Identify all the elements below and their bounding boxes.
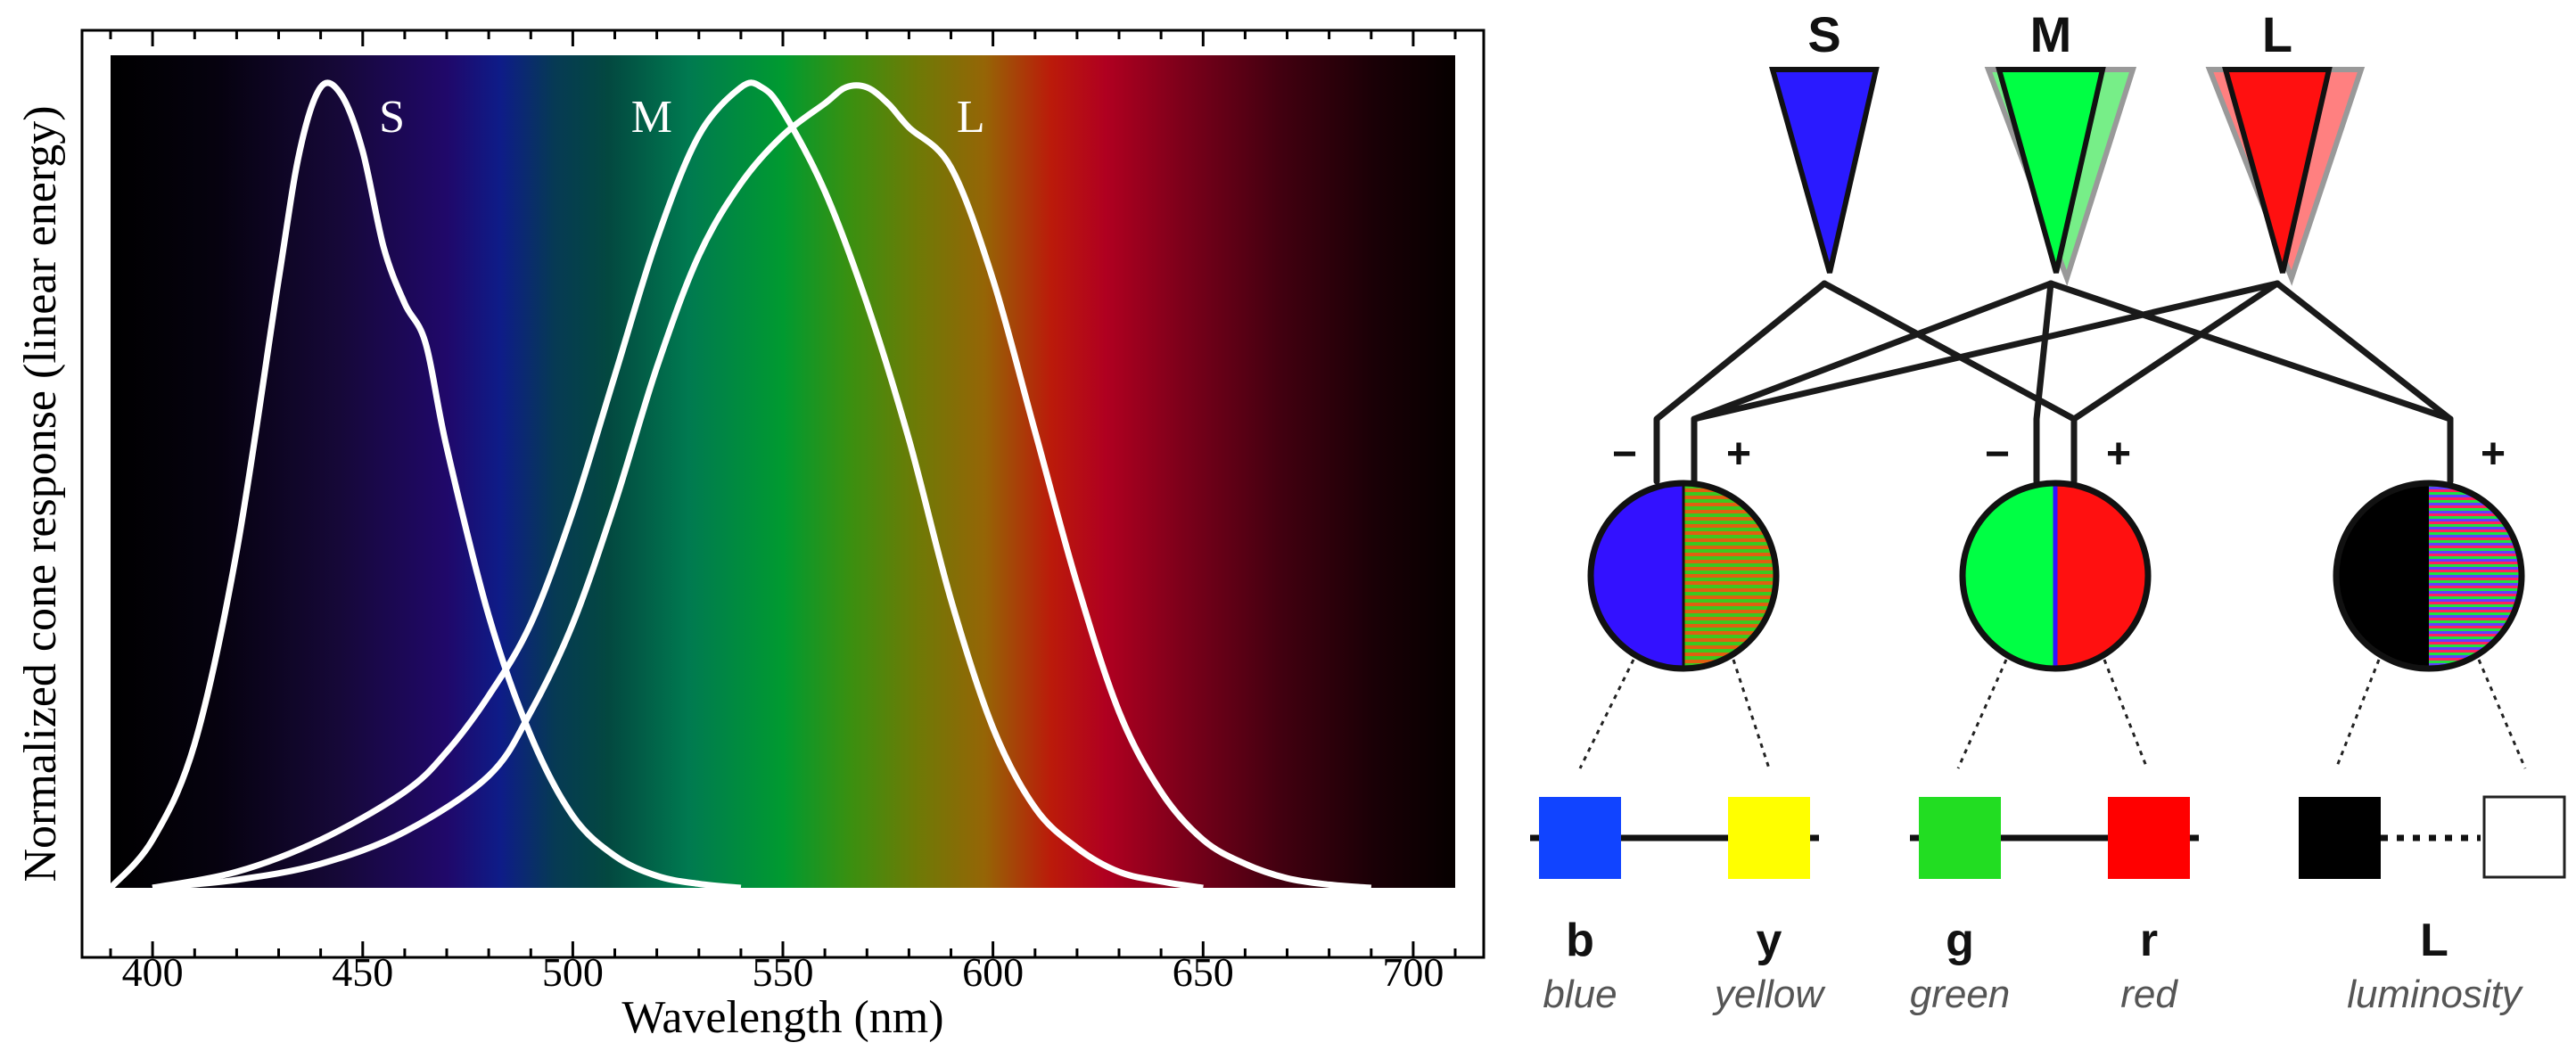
cone-s-label: S: [1807, 6, 1840, 62]
curve-l: [152, 82, 1372, 888]
x-tick-label: 600: [962, 949, 1024, 995]
dotted-connectors: [1578, 659, 2527, 769]
cone-l: L: [2205, 6, 2366, 286]
channel-luminosity: L luminosity: [2299, 795, 2566, 1016]
name-blue: blue: [1543, 973, 1617, 1016]
swatch-black: [2299, 797, 2381, 879]
key-b: b: [1566, 915, 1594, 966]
swatch-green: [1919, 797, 2001, 879]
plus-sign-lum: +: [2481, 431, 2506, 478]
key-g: g: [1946, 915, 1974, 966]
curve-m: [152, 79, 1204, 888]
swatch-yellow: [1728, 797, 1810, 879]
cone-l-label: L: [2262, 6, 2292, 62]
name-green: green: [1910, 973, 2011, 1016]
minus-sign-gr: −: [1985, 431, 2010, 478]
curve-label-m: M: [631, 92, 672, 143]
x-tick-label: 700: [1382, 949, 1444, 995]
cell-green-red: [1959, 480, 2152, 672]
key-r: r: [2140, 915, 2158, 966]
swatch-white: [2482, 795, 2566, 879]
x-axis-label: Wavelength (nm): [621, 992, 943, 1043]
cell-luminosity: [2333, 480, 2525, 672]
curves-layer: [111, 79, 1372, 888]
wiring: [1653, 280, 2454, 485]
plus-sign-by: +: [1726, 431, 1751, 478]
curve-s: [111, 79, 742, 888]
name-luminosity: luminosity: [2347, 973, 2524, 1016]
curve-label-l: L: [957, 92, 985, 143]
name-yellow: yellow: [1712, 973, 1826, 1016]
swatch-blue: [1539, 797, 1621, 879]
channel-gr: g r green red: [1910, 797, 2199, 1016]
spectrum-background: [111, 55, 1455, 888]
x-tick-label: 500: [542, 949, 604, 995]
x-tick-label: 550: [753, 949, 814, 995]
x-axis-ticks: 400 450 500 550 600 650 700: [109, 30, 1457, 995]
cone-response-chart: S M L 400 450 500 550 600 650 700 Wavelength (nm…: [15, 29, 1486, 1043]
cone-m: M: [1984, 6, 2137, 287]
opponent-process-diagram: S M L − + − + +: [1530, 6, 2566, 1016]
plus-sign-gr: +: [2106, 431, 2131, 478]
cell-blue-yellow: [1587, 480, 1780, 672]
curve-label-s: S: [379, 92, 405, 143]
key-y: y: [1757, 915, 1782, 966]
x-tick-label: 400: [122, 949, 184, 995]
swatch-red: [2108, 797, 2190, 879]
y-axis-label: Normalized cone response (linear energy): [15, 105, 66, 882]
x-tick-label: 650: [1173, 949, 1234, 995]
key-l: L: [2420, 915, 2448, 966]
minus-sign-by: −: [1612, 431, 1637, 478]
x-tick-label: 450: [332, 949, 393, 995]
cone-m-label: M: [2030, 6, 2072, 62]
cone-s: S: [1769, 6, 1880, 274]
channel-by: b y blue yellow: [1530, 797, 1826, 1016]
name-red: red: [2120, 973, 2178, 1016]
